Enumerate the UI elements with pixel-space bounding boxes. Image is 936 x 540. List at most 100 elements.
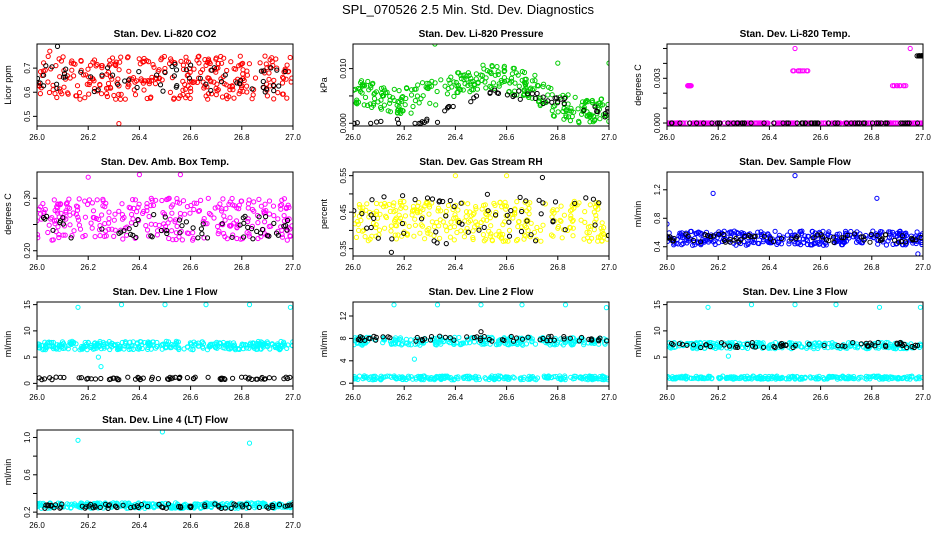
- data-point: [845, 232, 851, 238]
- data-point: [528, 220, 534, 226]
- data-point: [271, 220, 277, 226]
- data-point: [797, 228, 803, 235]
- data-point: [846, 235, 852, 241]
- x-tick-label: 26.8: [864, 263, 880, 272]
- data-point: [376, 227, 383, 233]
- data-point: [571, 109, 577, 115]
- data-point: [258, 339, 264, 345]
- data-point: [428, 376, 434, 382]
- data-point: [836, 231, 843, 237]
- data-point: [513, 335, 520, 341]
- data-point: [768, 239, 774, 245]
- data-point: [592, 373, 598, 379]
- y-axis-label: degrees C: [633, 64, 643, 106]
- data-point: [481, 66, 487, 72]
- data-point: [471, 334, 477, 341]
- data-point: [591, 227, 597, 233]
- data-point: [158, 227, 164, 234]
- data-point: [473, 375, 479, 381]
- data-point: [70, 210, 76, 216]
- data-point: [546, 84, 552, 90]
- data-point: [356, 213, 362, 219]
- data-point: [558, 203, 564, 209]
- data-point: [451, 204, 457, 210]
- data-point: [431, 377, 438, 383]
- data-point: [270, 503, 276, 509]
- data-point: [165, 501, 171, 507]
- data-point: [353, 375, 359, 381]
- data-point: [768, 236, 774, 242]
- data-point: [694, 120, 700, 126]
- data-point: [473, 204, 479, 210]
- data-point: [216, 228, 222, 234]
- data-point: [561, 100, 567, 107]
- data-point: [495, 71, 501, 78]
- data-point: [913, 376, 919, 382]
- data-point: [387, 93, 393, 100]
- data-point: [555, 60, 561, 66]
- data-point: [249, 96, 255, 102]
- data-point: [875, 339, 881, 346]
- data-point: [431, 238, 437, 244]
- data-point: [482, 375, 488, 381]
- data-point: [716, 120, 722, 126]
- data-point: [562, 302, 569, 308]
- data-point: [489, 335, 496, 342]
- data-point: [50, 344, 56, 350]
- data-point: [170, 202, 176, 208]
- data-point: [226, 223, 233, 229]
- data-point: [362, 94, 369, 101]
- data-point: [917, 304, 923, 310]
- x-tick-label: 26.8: [864, 393, 880, 402]
- data-point: [714, 120, 721, 126]
- data-point: [214, 81, 220, 87]
- data-point: [64, 200, 70, 206]
- data-point: [408, 92, 415, 98]
- data-point: [261, 501, 267, 507]
- data-point: [810, 235, 816, 241]
- figure-title: SPL_070526 2.5 Min. Std. Dev. Diagnostic…: [342, 2, 594, 17]
- data-point: [250, 236, 256, 242]
- data-point: [893, 120, 899, 126]
- data-point: [159, 197, 165, 204]
- data-point: [426, 376, 432, 382]
- data-point: [568, 341, 574, 347]
- data-point: [90, 59, 96, 65]
- plot-frame: [36, 301, 294, 387]
- data-point: [110, 72, 116, 78]
- data-point: [195, 54, 201, 60]
- data-point: [787, 229, 793, 235]
- data-point: [461, 76, 467, 83]
- data-point: [262, 89, 268, 95]
- data-point: [391, 337, 397, 343]
- data-point: [879, 237, 885, 243]
- data-point: [115, 76, 121, 82]
- data-point: [359, 211, 365, 217]
- data-point: [92, 504, 98, 510]
- data-point: [472, 224, 478, 230]
- x-tick-label: 26.6: [499, 133, 515, 142]
- data-point: [118, 54, 124, 60]
- data-point: [600, 102, 606, 108]
- data-point: [375, 99, 381, 105]
- data-point: [183, 219, 189, 225]
- data-point: [429, 219, 435, 225]
- data-point: [285, 69, 291, 75]
- data-point: [470, 78, 476, 85]
- data-point: [414, 93, 420, 99]
- data-point: [671, 235, 677, 242]
- data-point: [915, 251, 921, 256]
- data-point: [161, 211, 168, 217]
- x-tick-label: 26.4: [762, 393, 778, 402]
- x-tick-label: 26.8: [550, 393, 566, 402]
- data-point: [173, 84, 179, 90]
- data-point: [451, 79, 457, 85]
- data-point: [882, 374, 888, 380]
- data-point: [529, 375, 535, 381]
- data-point: [486, 228, 492, 234]
- data-point: [144, 204, 150, 210]
- data-point: [454, 89, 460, 96]
- data-point: [219, 60, 225, 66]
- data-point: [710, 239, 717, 245]
- data-point: [464, 73, 470, 79]
